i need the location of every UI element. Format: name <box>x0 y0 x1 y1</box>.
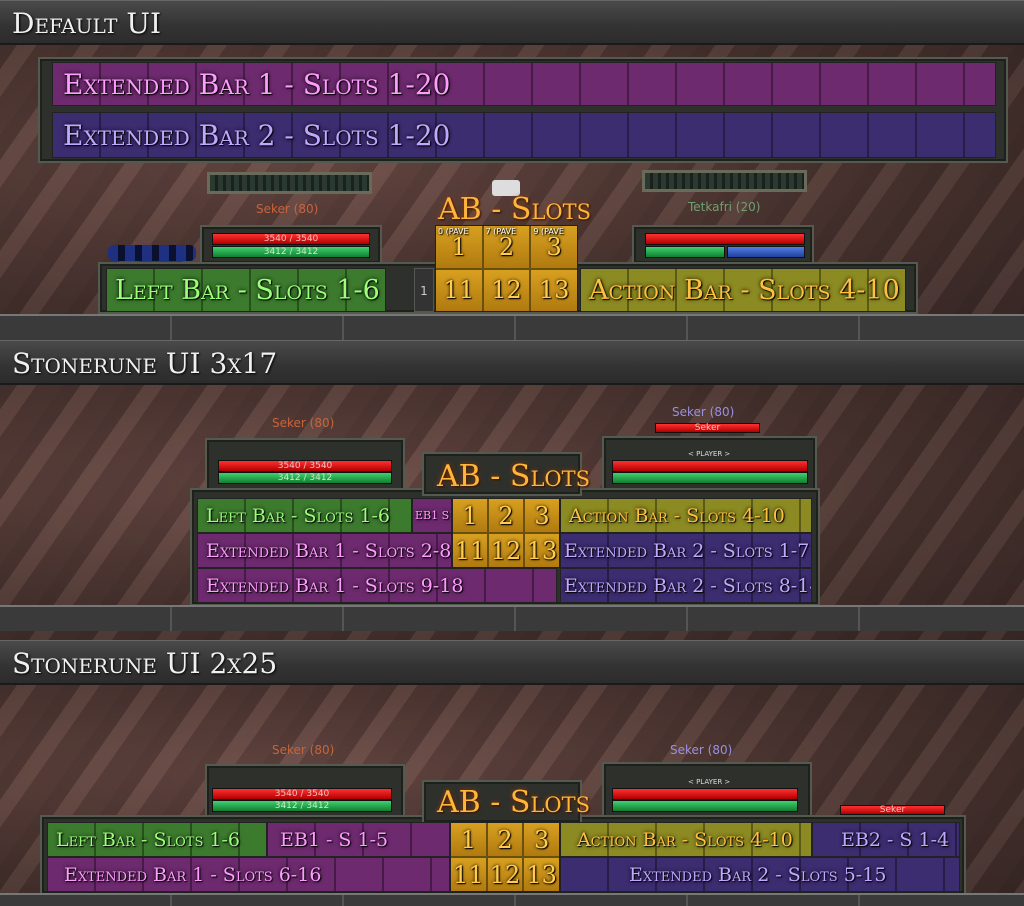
ab-slots-title: AB - Slots <box>437 785 591 820</box>
section-title: Stonerune UI 3x17 <box>12 347 278 380</box>
player-buff-plate <box>207 172 372 194</box>
target-of-target-bar: Seker <box>840 805 945 815</box>
target-health-bar <box>612 460 808 472</box>
section-title: Stonerune UI 2x25 <box>12 647 278 680</box>
action-slot[interactable]: 3 <box>524 823 559 856</box>
ab-slots-title: AB - Slots <box>437 459 591 494</box>
action-slot[interactable]: 12 <box>487 858 523 891</box>
player-name: Seker (80) <box>256 202 319 216</box>
target-of-target-bar: Seker <box>655 423 760 433</box>
ab-slots-title: AB - Slots <box>438 192 592 227</box>
bottom-strip <box>0 893 1024 906</box>
action-slot[interactable]: 12 <box>489 534 523 567</box>
action-slot[interactable]: 2 <box>489 499 523 532</box>
action-slot[interactable]: 13 <box>524 858 559 891</box>
chat-bubble-icon[interactable] <box>492 180 520 196</box>
action-bar[interactable]: Action Bar - Slots 4-10 <box>560 498 812 533</box>
ab-slots-grid: 0 (PAVE 1 7 (PAVE 2 9 (PAVE 3 11 12 13 <box>435 225 578 312</box>
action-slot[interactable]: 11 <box>436 269 482 311</box>
extended-bar-1-row-3[interactable]: Extended Bar 1 - Slots 9-18 <box>197 568 557 603</box>
page-selector[interactable]: 1 <box>414 268 434 312</box>
action-slot[interactable]: 1 <box>451 823 486 856</box>
target-buff-plate <box>642 170 807 192</box>
target-mana-bar <box>645 246 725 258</box>
player-mana-bar: 3412 / 3412 <box>212 800 392 812</box>
left-bar[interactable]: Left Bar - Slots 1-6 <box>47 822 267 857</box>
player-mana-bar: 3412 / 3412 <box>212 246 370 258</box>
target-tag: < PLAYER > <box>688 450 731 458</box>
target-name: Tetkafri (20) <box>688 200 761 214</box>
extended-bar-2-row-2[interactable]: Extended Bar 2 - Slots 1-7 <box>560 533 812 568</box>
bottom-strip <box>0 314 1024 340</box>
left-bar[interactable]: Left Bar - Slots 1-6 <box>197 498 412 533</box>
action-slot[interactable]: 11 <box>451 858 486 891</box>
action-slot[interactable]: 11 <box>453 534 487 567</box>
action-slot[interactable]: 13 <box>525 534 559 567</box>
extended-bar-1-slot-1[interactable]: EB1 S1 <box>412 498 452 533</box>
section-header-2x25: Stonerune UI 2x25 <box>0 640 1024 685</box>
ab-slots-grid: 1 2 3 11 12 13 <box>452 498 560 568</box>
target-name: Seker (80) <box>672 405 735 419</box>
section-title: Default UI <box>12 7 162 40</box>
extended-bar-1-short[interactable]: EB1 - S 1-5 <box>267 822 450 857</box>
section-header-3x17: Stonerune UI 3x17 <box>0 340 1024 385</box>
extended-bar-1[interactable]: Extended Bar 1 - Slots 1-20 <box>52 62 996 106</box>
target-frame <box>632 225 814 265</box>
player-health-bar: 3540 / 3540 <box>218 460 392 472</box>
action-slot[interactable]: 9 (PAVE 3 <box>531 226 577 268</box>
target-health-bar <box>645 233 805 245</box>
ab-slots-grid: 1 2 3 11 12 13 <box>450 822 560 892</box>
bottom-strip <box>0 605 1024 631</box>
ab-title-frame <box>422 452 582 496</box>
action-slot[interactable]: 1 <box>453 499 487 532</box>
player-health-bar: 3540 / 3540 <box>212 233 370 245</box>
player-name: Seker (80) <box>272 743 335 757</box>
action-slot[interactable]: 0 (PAVE 1 <box>436 226 482 268</box>
extended-bar-2[interactable]: Extended Bar 2 - Slots 1-20 <box>52 112 996 158</box>
action-slot[interactable]: 2 <box>487 823 523 856</box>
target-mana-bar <box>612 472 808 484</box>
action-bar[interactable]: Action Bar - Slots 4-10 <box>580 268 906 312</box>
player-name: Seker (80) <box>272 416 335 430</box>
target-energy-bar <box>727 246 805 258</box>
target-health-bar <box>612 788 798 800</box>
extended-bar-2-row-2[interactable]: Extended Bar 2 - Slots 5-15 <box>560 857 960 892</box>
player-health-bar: 3540 / 3540 <box>212 788 392 800</box>
action-slot[interactable]: 13 <box>531 269 577 311</box>
target-name: Seker (80) <box>670 743 733 757</box>
target-mana-bar <box>612 800 798 812</box>
action-slot[interactable]: 12 <box>483 269 530 311</box>
action-bar[interactable]: Action Bar - Slots 4-10 <box>560 822 812 857</box>
action-slot[interactable]: 3 <box>525 499 559 532</box>
target-tag: < PLAYER > <box>688 778 731 786</box>
extended-bar-1-row-2[interactable]: Extended Bar 1 - Slots 2-8 <box>197 533 452 568</box>
extended-bar-2-row-3[interactable]: Extended Bar 2 - Slots 8-14 <box>560 568 812 603</box>
player-mana-bar: 3412 / 3412 <box>218 472 392 484</box>
extended-bar-2-short[interactable]: EB2 - S 1-4 <box>812 822 960 857</box>
left-bar[interactable]: Left Bar - Slots 1-6 <box>106 268 386 312</box>
section-header-default: Default UI <box>0 0 1024 45</box>
combo-points-icon <box>108 245 196 261</box>
action-slot[interactable]: 7 (PAVE 2 <box>483 226 530 268</box>
player-frame <box>200 225 382 265</box>
extended-bar-1-row-2[interactable]: Extended Bar 1 - Slots 6-16 <box>47 857 450 892</box>
